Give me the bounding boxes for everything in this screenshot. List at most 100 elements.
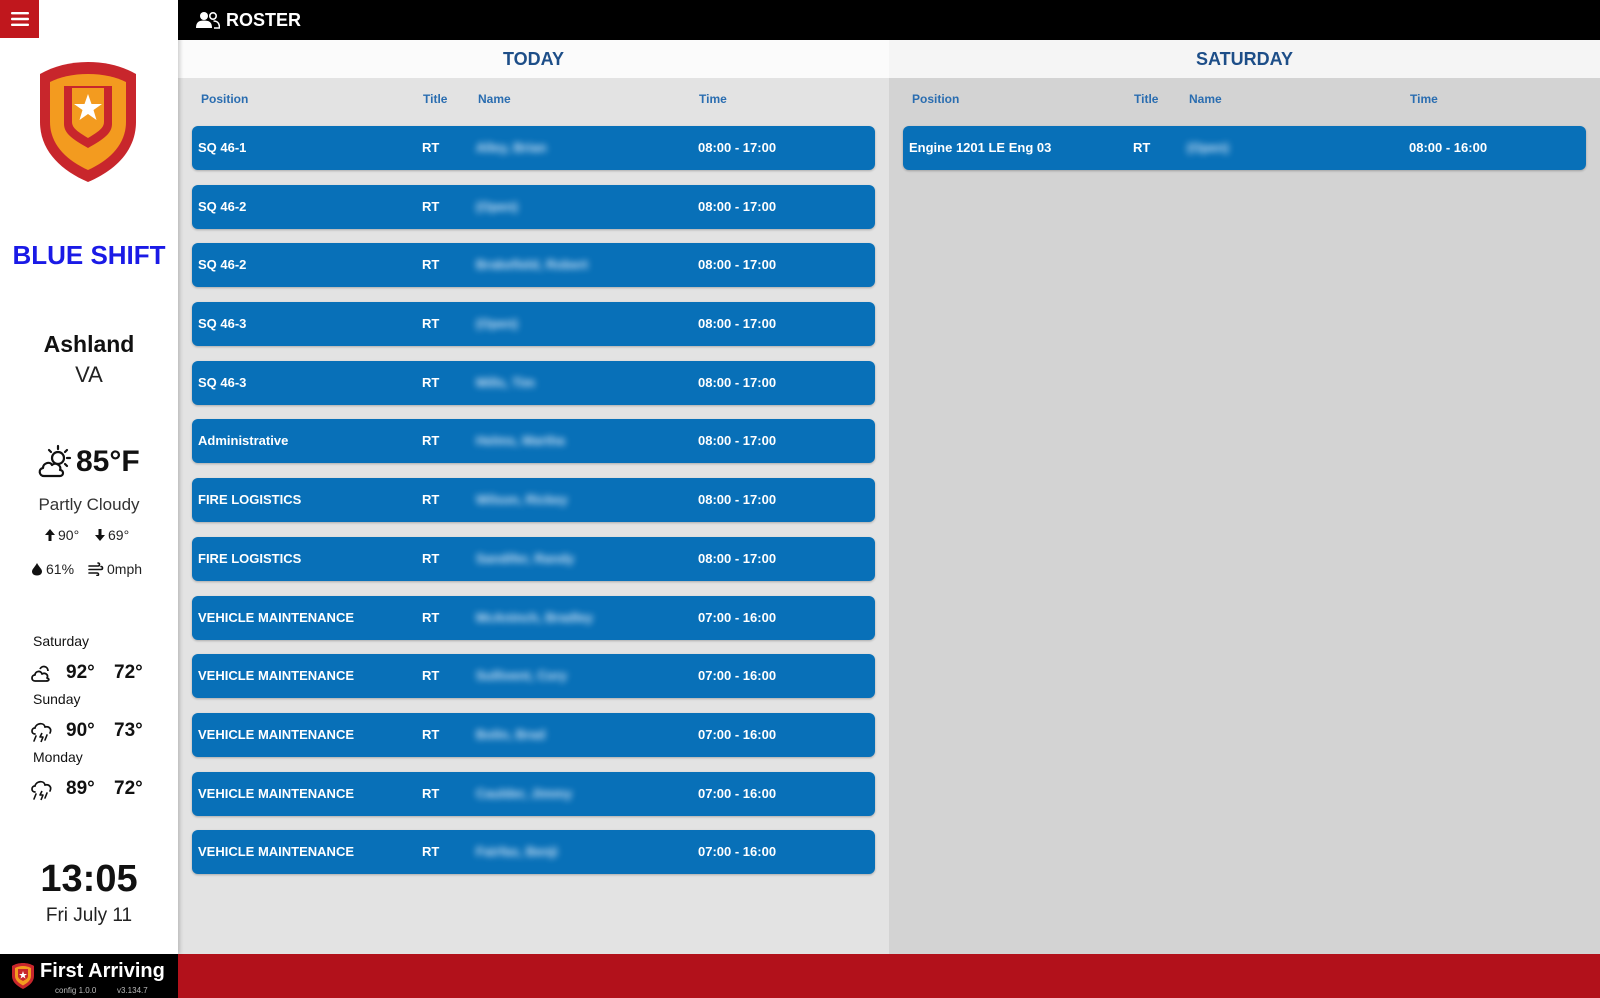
roster-row[interactable]: FIRE LOGISTICS RT Wilson, Rickey 08:00 - 17…: [192, 478, 875, 523]
thunderstorm-icon: [31, 780, 52, 801]
location-state: VA: [75, 362, 103, 387]
roster-row[interactable]: SQ 46-3 RT (Open) 08:00 - 17:00: [192, 302, 875, 347]
today-roster-list: SQ 46-1 RT Alley, Brian 08:00 - 17:00 SQ 46…: [192, 126, 875, 889]
row-title: RT: [422, 257, 440, 273]
people-icon: [196, 11, 220, 29]
row-title: RT: [422, 785, 440, 801]
high-temp: 90°: [44, 527, 79, 543]
wind-value: 0mph: [107, 561, 143, 577]
row-time: 08:00 - 17:00: [698, 198, 777, 214]
low-temp: 69°: [94, 527, 129, 543]
roster-row[interactable]: SQ 46-2 RT (Open) 08:00 - 17:00: [192, 184, 875, 229]
row-title: RT: [422, 668, 440, 684]
row-title: RT: [422, 844, 440, 860]
row-time: 08:00 - 17:00: [698, 316, 777, 332]
row-position: SQ 46-2: [198, 257, 247, 273]
column-headers: Position Title Name Time: [178, 78, 889, 116]
today-panel: TODAY Position Title Name Time SQ 46-1 RT…: [178, 40, 889, 954]
saturday-roster-list: Engine 1201 LE Eng 03 RT (Open) 08:00 - 16:…: [903, 126, 1586, 185]
menu-button[interactable]: [0, 0, 39, 38]
column-header-time: Time: [699, 92, 727, 106]
row-title: RT: [422, 374, 440, 390]
page-title: ROSTER: [226, 9, 302, 30]
row-position: VEHICLE MAINTENANCE: [198, 785, 355, 801]
roster-row[interactable]: FIRE LOGISTICS RT Sandifer, Randy 08:00 - 1…: [192, 536, 875, 581]
column-header-position: Position: [201, 92, 249, 106]
forecast-day-label: Monday: [33, 749, 83, 765]
row-time: 08:00 - 17:00: [698, 374, 777, 390]
row-position: SQ 46-1: [198, 140, 247, 155]
arrow-up-icon: [45, 529, 55, 541]
saturday-panel: SATURDAY Position Title Name Time Engine…: [889, 40, 1600, 954]
sidebar: BLUE SHIFT Ashland VA 85°F Partly Cloudy…: [0, 0, 178, 954]
row-name: Sullivent, Cory: [476, 668, 568, 684]
row-title: RT: [422, 726, 440, 742]
row-name: Bolin, Brad: [476, 726, 546, 742]
column-header-name: Name: [1189, 92, 1222, 106]
water-drop-icon: [32, 563, 42, 576]
today-header: TODAY: [178, 40, 889, 78]
roster-row[interactable]: SQ 46-1 RT Alley, Brian 08:00 - 17:00: [192, 126, 875, 170]
row-position: FIRE LOGISTICS: [198, 492, 302, 508]
forecast-low: 72°: [114, 778, 143, 799]
row-title: RT: [422, 492, 440, 508]
row-time: 07:00 - 16:00: [698, 785, 777, 801]
partly-cloudy-icon: [38, 444, 72, 478]
current-weather: 85°F: [36, 444, 140, 480]
row-title: RT: [422, 198, 440, 214]
row-time: 08:00 - 17:00: [698, 550, 777, 566]
row-time: 08:00 - 17:00: [698, 257, 777, 273]
brand-name: First Arriving: [40, 960, 165, 982]
top-bar: ROSTER: [178, 0, 1600, 40]
row-position: VEHICLE MAINTENANCE: [198, 609, 355, 625]
forecast-day-label: Saturday: [33, 633, 90, 649]
row-name: Fairfax, Benji: [476, 844, 558, 860]
arrow-down-icon: [95, 529, 105, 541]
saturday-header: SATURDAY: [889, 40, 1600, 78]
roster-row[interactable]: VEHICLE MAINTENANCE RT Sullivent, Cory 07:0…: [192, 654, 875, 699]
row-name: Brakefield, Robert: [476, 257, 588, 273]
footer-brand: First Arriving config 1.0.0 v3.134.7: [0, 954, 178, 998]
roster-row[interactable]: VEHICLE MAINTENANCE RT Caulder, Jimmy 07:00…: [192, 771, 875, 816]
row-time: 08:00 - 17:00: [698, 140, 777, 155]
wind: 0mph: [88, 561, 142, 577]
row-title: RT: [422, 316, 440, 332]
row-name: Alley, Brian: [476, 140, 547, 155]
roster-row[interactable]: Engine 1201 LE Eng 03 RT (Open) 08:00 - 16:…: [903, 126, 1586, 170]
row-position: SQ 46-3: [198, 374, 247, 390]
row-name: Wilson, Rickey: [476, 492, 568, 508]
roster-row[interactable]: VEHICLE MAINTENANCE RT Fairfax, Benji 07:00…: [192, 830, 875, 875]
wind-icon: [88, 562, 104, 576]
column-header-time: Time: [1410, 92, 1438, 106]
row-position: VEHICLE MAINTENANCE: [198, 726, 355, 742]
footer-bar: First Arriving config 1.0.0 v3.134.7: [0, 954, 1600, 998]
config-version: config 1.0.0: [55, 986, 97, 995]
column-header-position: Position: [912, 92, 960, 106]
forecast-row: 92° 72°: [30, 662, 150, 688]
location-city: Ashland: [43, 331, 135, 357]
roster-row[interactable]: VEHICLE MAINTENANCE RT Bolin, Brad 07:00 - …: [192, 712, 875, 757]
roster-row[interactable]: SQ 46-3 RT Mills, Tim 08:00 - 17:00: [192, 360, 875, 405]
row-name: (Open): [1187, 140, 1229, 155]
column-header-title: Title: [423, 92, 448, 106]
humidity: 61%: [31, 561, 74, 577]
row-name: McAninch, Bradley: [476, 609, 594, 625]
roster-row[interactable]: SQ 46-2 RT Brakefield, Robert 08:00 - 17:00: [192, 243, 875, 288]
row-position: VEHICLE MAINTENANCE: [198, 668, 355, 684]
forecast-low: 72°: [114, 662, 143, 683]
column-headers: Position Title Name Time: [889, 78, 1600, 116]
roster-row[interactable]: Administrative RT Helms, Martha 08:00 - 17:…: [192, 419, 875, 464]
row-name: (Open): [476, 198, 518, 214]
row-position: VEHICLE MAINTENANCE: [198, 844, 355, 860]
first-arriving-shield-logo: [12, 963, 34, 989]
row-time: 07:00 - 16:00: [698, 726, 777, 742]
row-position: SQ 46-3: [198, 316, 247, 332]
row-name: (Open): [476, 316, 518, 332]
roster-row[interactable]: VEHICLE MAINTENANCE RT McAninch, Bradley 07…: [192, 595, 875, 640]
row-title: RT: [422, 550, 440, 566]
row-time: 08:00 - 16:00: [1409, 140, 1488, 155]
row-name: Mills, Tim: [476, 374, 535, 390]
row-title: RT: [422, 433, 440, 449]
cloud-sun-icon: [31, 665, 50, 682]
row-position: Engine 1201 LE Eng 03: [909, 140, 1052, 155]
